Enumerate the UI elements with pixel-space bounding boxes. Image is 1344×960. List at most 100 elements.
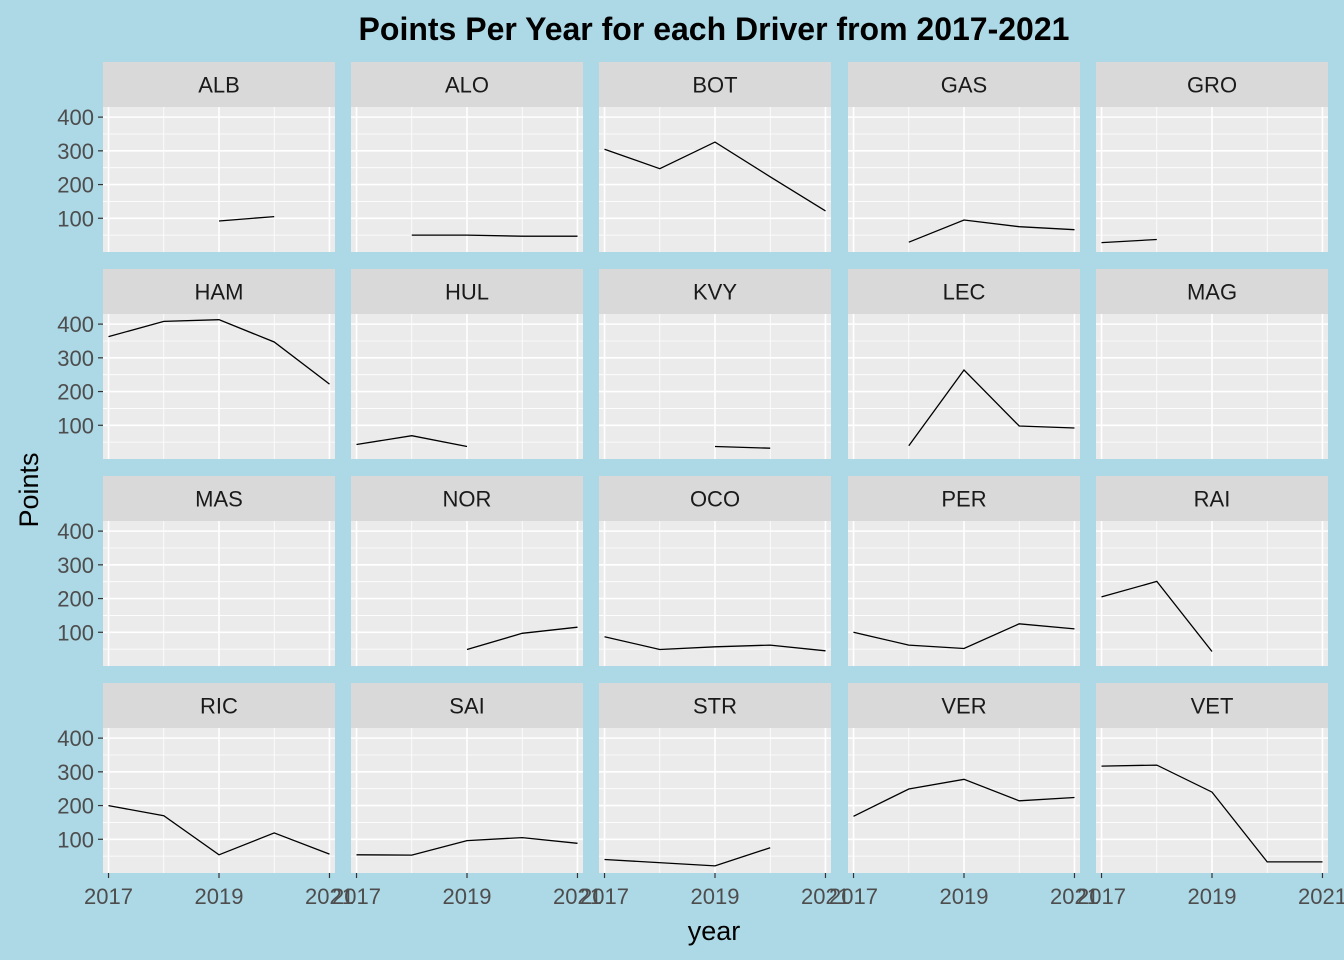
facet-strip-label: GRO bbox=[1187, 73, 1237, 98]
series-line-ham bbox=[108, 319, 330, 385]
y-tick-label: 400 bbox=[57, 105, 94, 130]
facet-strip-label: MAG bbox=[1187, 280, 1237, 305]
series-line-sai bbox=[356, 836, 578, 856]
facet-strip-label: HAM bbox=[195, 280, 244, 305]
y-tick-label: 300 bbox=[57, 139, 94, 164]
facet-strip-label: RIC bbox=[200, 694, 238, 719]
facet-strip bbox=[848, 683, 1080, 728]
y-tick-label: 200 bbox=[57, 587, 94, 612]
series-line-nor bbox=[466, 626, 578, 651]
facet-strip bbox=[351, 683, 583, 728]
facet-strip-label: GAS bbox=[941, 73, 987, 98]
y-tick-label: 200 bbox=[57, 173, 94, 198]
facet-strip-label: HUL bbox=[445, 280, 489, 305]
facet-strip-label: BOT bbox=[692, 73, 737, 98]
x-tick-label: 2019 bbox=[443, 884, 492, 909]
series-line-gro bbox=[1101, 238, 1157, 244]
facet-nor: NOR bbox=[351, 476, 583, 666]
y-tick-label: 400 bbox=[57, 519, 94, 544]
y-tick-label: 300 bbox=[57, 760, 94, 785]
x-tick-label: 2019 bbox=[1188, 884, 1237, 909]
facet-strip-label: MAS bbox=[195, 487, 243, 512]
x-tick-label: 2017 bbox=[829, 884, 878, 909]
series-line-str bbox=[604, 847, 771, 867]
facet-strip bbox=[351, 476, 583, 521]
series-line-bot bbox=[604, 141, 826, 212]
series-line-hul bbox=[356, 435, 468, 448]
facet-rai: RAI bbox=[1096, 476, 1328, 666]
facet-bot: BOT bbox=[599, 62, 831, 252]
facet-lec: LEC bbox=[848, 269, 1080, 459]
y-tick-label: 100 bbox=[57, 206, 94, 231]
facet-strip bbox=[599, 476, 831, 521]
facet-strip bbox=[848, 62, 1080, 107]
x-tick-label: 2021 bbox=[305, 884, 354, 909]
x-tick-label: 2017 bbox=[332, 884, 381, 909]
y-tick-label: 200 bbox=[57, 794, 94, 819]
facet-grid: ALB 100 200 300 400 ALO BOT GAS GRO HAM 100 200 300 4… bbox=[57, 62, 1328, 878]
x-tick-label: 2019 bbox=[940, 884, 989, 909]
facet-strip bbox=[1096, 269, 1328, 314]
facet-mag: MAG bbox=[1096, 269, 1328, 459]
facet-strip-label: VER bbox=[941, 694, 986, 719]
facet-strip bbox=[599, 269, 831, 314]
facet-vet: VET bbox=[1096, 683, 1328, 878]
facet-strip bbox=[599, 683, 831, 728]
series-line-ver bbox=[853, 778, 1075, 817]
facet-hul: HUL bbox=[351, 269, 583, 459]
chart-title: Points Per Year for each Driver from 201… bbox=[359, 11, 1070, 47]
x-tick-label: 2021 bbox=[1298, 884, 1344, 909]
y-axis-title: Points bbox=[14, 452, 44, 527]
facet-strip bbox=[103, 683, 335, 728]
facet-strip-label: SAI bbox=[449, 694, 484, 719]
series-line-gas bbox=[908, 219, 1075, 243]
facet-strip-label: NOR bbox=[443, 487, 492, 512]
facet-strip bbox=[1096, 476, 1328, 521]
facet-str: STR bbox=[599, 683, 831, 878]
y-tick-label: 100 bbox=[57, 620, 94, 645]
series-line-rai bbox=[1101, 580, 1213, 652]
facet-strip-label: LEC bbox=[943, 280, 986, 305]
y-tick-label: 400 bbox=[57, 312, 94, 337]
facet-strip-label: PER bbox=[941, 487, 986, 512]
x-tick-label: 2021 bbox=[801, 884, 850, 909]
facet-strip bbox=[103, 476, 335, 521]
facet-strip-label: OCO bbox=[690, 487, 740, 512]
facet-strip-label: RAI bbox=[1194, 487, 1231, 512]
x-tick-label: 2017 bbox=[1077, 884, 1126, 909]
y-tick-label: 200 bbox=[57, 380, 94, 405]
series-line-alo bbox=[411, 234, 578, 237]
facet-strip bbox=[351, 62, 583, 107]
facet-ver: VER bbox=[848, 683, 1080, 878]
x-axis-title: year bbox=[688, 916, 741, 946]
y-tick-label: 300 bbox=[57, 553, 94, 578]
series-line-ric bbox=[108, 804, 330, 856]
x-tick-label: 2017 bbox=[84, 884, 133, 909]
facet-sai: SAI bbox=[351, 683, 583, 878]
facet-strip bbox=[1096, 683, 1328, 728]
x-tick-label: 2021 bbox=[1050, 884, 1099, 909]
series-line-vet bbox=[1101, 764, 1323, 863]
x-tick-label: 2017 bbox=[580, 884, 629, 909]
facet-strip bbox=[599, 62, 831, 107]
facet-strip bbox=[1096, 62, 1328, 107]
series-line-lec bbox=[908, 368, 1075, 447]
facet-strip bbox=[103, 62, 335, 107]
facet-strip-label: VET bbox=[1191, 694, 1234, 719]
facet-oco: OCO bbox=[599, 476, 831, 666]
facet-per: PER bbox=[848, 476, 1080, 666]
facet-gas: GAS bbox=[848, 62, 1080, 252]
facet-gro: GRO bbox=[1096, 62, 1328, 252]
series-line-per bbox=[853, 623, 1075, 650]
y-tick-label: 100 bbox=[57, 827, 94, 852]
facet-strip bbox=[103, 269, 335, 314]
y-tick-label: 300 bbox=[57, 346, 94, 371]
facet-strip-label: ALO bbox=[445, 73, 489, 98]
facet-mas: MAS 100 200 300 400 bbox=[57, 476, 335, 666]
x-tick-label: 2019 bbox=[195, 884, 244, 909]
facet-strip bbox=[351, 269, 583, 314]
y-tick-label: 100 bbox=[57, 413, 94, 438]
facet-strip-label: ALB bbox=[198, 73, 240, 98]
